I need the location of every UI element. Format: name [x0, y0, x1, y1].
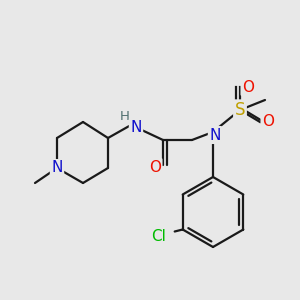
Text: O: O: [149, 160, 161, 175]
Text: S: S: [235, 101, 245, 119]
Text: N: N: [130, 119, 142, 134]
Text: Cl: Cl: [151, 229, 166, 244]
Text: N: N: [51, 160, 63, 175]
Text: O: O: [242, 80, 254, 94]
Text: H: H: [120, 110, 130, 124]
Text: N: N: [209, 128, 221, 142]
Text: O: O: [262, 115, 274, 130]
